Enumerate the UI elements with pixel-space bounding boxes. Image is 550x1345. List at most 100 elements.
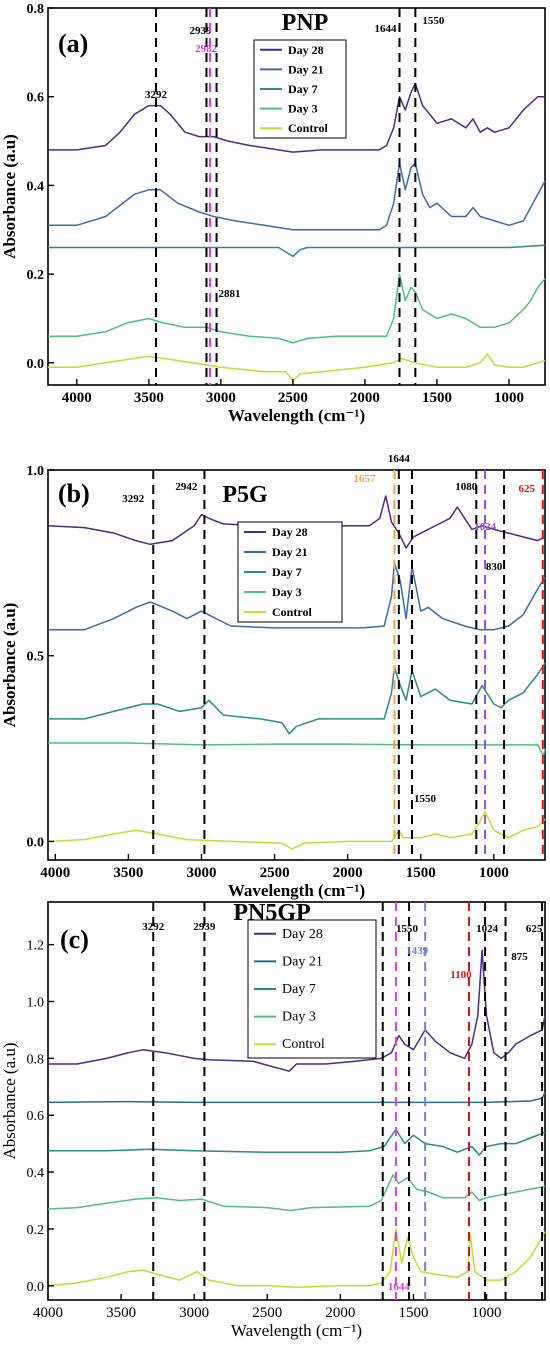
band-marker-label: 1644 xyxy=(375,23,398,35)
plot-frame xyxy=(47,469,546,861)
series-line-control xyxy=(47,810,546,850)
x-tick-label: 2500 xyxy=(260,865,290,881)
band-marker-label: 1644 xyxy=(388,453,411,465)
x-tick-label: 1000 xyxy=(472,1305,502,1321)
band-marker-label: 2881 xyxy=(219,288,241,300)
legend-label: Day 21 xyxy=(282,954,323,969)
x-tick-label: 3500 xyxy=(106,1305,136,1321)
y-tick-label: 0.8 xyxy=(27,1052,45,1067)
x-tick-label: 1000 xyxy=(494,390,524,406)
y-tick-label: 0.0 xyxy=(27,357,45,372)
legend-label: Day 28 xyxy=(272,525,308,539)
x-tick-label: 1000 xyxy=(479,865,509,881)
chart-panel-1: 3292 2939 2982 2881 1644 1550 4000 3500 3000 2500… xyxy=(0,2,546,425)
band-marker-label: 2939 xyxy=(189,25,212,37)
series-line-control xyxy=(48,353,546,382)
x-tick-label: 3500 xyxy=(134,390,164,406)
y-tick-label: 0.5 xyxy=(27,650,45,665)
band-marker-label: 1550 xyxy=(414,793,437,805)
series-line-day-21 xyxy=(48,562,546,631)
series-line-day-21 xyxy=(47,1092,546,1104)
band-marker-label: 1644 xyxy=(388,1281,411,1293)
x-tick-label: 2000 xyxy=(333,865,363,881)
panel-label: (c) xyxy=(60,925,89,954)
band-marker-label: 2939 xyxy=(193,921,216,933)
band-marker-label: 875 xyxy=(511,951,528,963)
chart-title: PNP xyxy=(282,10,329,36)
series-line-day-7 xyxy=(48,662,546,735)
band-marker-label: 1080 xyxy=(455,481,478,493)
y-tick-label: 0.0 xyxy=(27,1280,45,1295)
x-tick-label: 1500 xyxy=(422,390,452,406)
legend: Day 28 Day 21 Day 7 Day 3 Control xyxy=(237,521,343,623)
legend-label: Day 28 xyxy=(288,43,324,57)
band-marker-label: 830 xyxy=(486,561,503,573)
y-tick-label: 0.6 xyxy=(27,91,45,106)
y-tick-label: 0.2 xyxy=(27,1223,45,1238)
legend-label: Control xyxy=(288,121,328,135)
x-axis-label: Wavelength (cm⁻¹) xyxy=(231,1321,362,1340)
band-marker-label: 1100 xyxy=(450,969,472,981)
x-tick-label: 2500 xyxy=(252,1305,282,1321)
y-axis-label: Absorbance (a.u) xyxy=(0,603,19,728)
band-marker-label: 1550 xyxy=(396,923,419,935)
x-tick-label: 3000 xyxy=(179,1305,209,1321)
series-line-day-3 xyxy=(48,742,546,757)
y-tick-label: 1.0 xyxy=(27,996,45,1011)
x-tick-label: 3000 xyxy=(186,865,216,881)
y-tick-label: 1.0 xyxy=(27,464,45,479)
x-axis-label: Wavelength (cm⁻¹) xyxy=(228,881,365,900)
band-marker-label: 2942 xyxy=(175,481,198,493)
x-tick-label: 2000 xyxy=(350,390,380,406)
y-tick-label: 0.0 xyxy=(27,835,45,850)
band-marker-label: 1024 xyxy=(476,923,499,935)
legend-label: Day 3 xyxy=(282,1010,316,1025)
legend-label: Day 3 xyxy=(288,102,318,116)
y-tick-label: 0.2 xyxy=(27,268,45,283)
band-marker-label: 1439 xyxy=(406,945,429,957)
series-line-day-28 xyxy=(47,495,546,549)
y-tick-label: 0.8 xyxy=(27,2,45,17)
legend-label: Day 7 xyxy=(272,565,302,579)
chart-title: P5G xyxy=(222,482,268,508)
chart-panel-2: 3292 2942 1657 1644 1550 1080 1024 830 625 4000 35… xyxy=(0,453,546,900)
band-marker-label: 625 xyxy=(519,483,536,495)
series-line-day-21 xyxy=(48,162,546,231)
y-tick-label: 0.4 xyxy=(27,1166,45,1181)
x-axis-label: Wavelength (cm⁻¹) xyxy=(228,406,365,425)
band-marker-label: 1550 xyxy=(422,15,445,27)
band-marker-label: 3292 xyxy=(122,493,145,505)
chart-panel-3: 3292293917271644155014391100102487562540… xyxy=(0,900,546,1340)
band-marker-label: 1657 xyxy=(353,473,376,485)
band-marker-label: 1024 xyxy=(474,521,497,533)
band-marker-label: 3292 xyxy=(142,921,165,933)
legend: Day 28 Day 21 Day 7 Day 3 Control xyxy=(253,39,347,139)
series-line-day-28 xyxy=(48,82,545,153)
series-line-day-3 xyxy=(47,1174,546,1212)
plot-frame xyxy=(47,901,546,1301)
panel-label: (a) xyxy=(58,29,88,58)
y-axis-label: Absorbance (a.u) xyxy=(0,1042,19,1159)
y-tick-label: 0.6 xyxy=(27,1109,45,1124)
x-tick-label: 3500 xyxy=(113,865,143,881)
x-tick-label: 2500 xyxy=(278,390,308,406)
x-tick-label: 3000 xyxy=(206,390,236,406)
panel-label: (b) xyxy=(58,479,90,508)
legend-label: Day 7 xyxy=(288,82,318,96)
x-tick-label: 4000 xyxy=(33,1305,63,1321)
series-line-day-3 xyxy=(48,273,546,344)
legend-label: Day 28 xyxy=(282,927,323,942)
plot-frame xyxy=(47,7,546,386)
y-tick-label: 0.4 xyxy=(27,179,45,194)
legend-label: Day 21 xyxy=(272,545,308,559)
series-line-day-7 xyxy=(48,244,546,258)
band-marker-label: 2982 xyxy=(195,43,218,55)
series-line-control xyxy=(47,1228,546,1288)
legend: Day 28 Day 21 Day 7 Day 3 Control xyxy=(247,919,377,1059)
legend-label: Day 21 xyxy=(288,62,324,76)
x-tick-label: 4000 xyxy=(40,865,70,881)
band-marker-label: 3292 xyxy=(145,89,168,101)
x-tick-label: 2000 xyxy=(325,1305,355,1321)
legend-label: Control xyxy=(282,1037,325,1052)
